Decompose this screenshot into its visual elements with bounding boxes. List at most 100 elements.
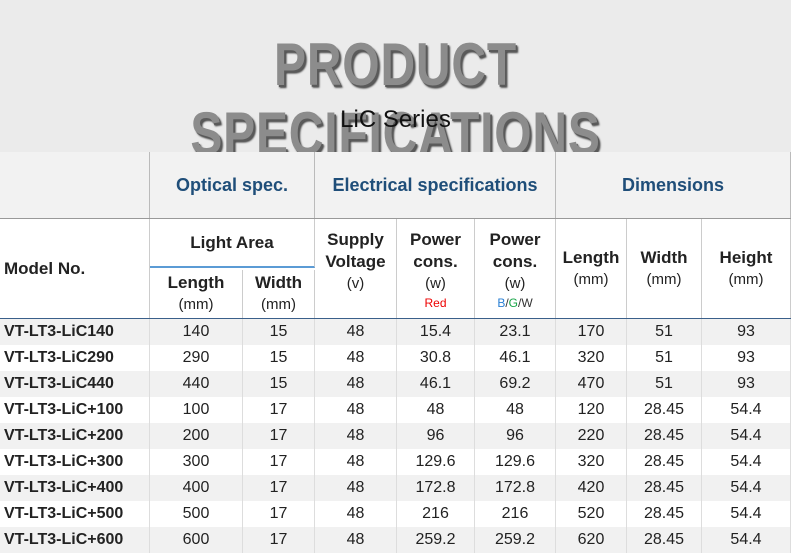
value-cell: 28.45: [627, 501, 702, 527]
value-cell: 96: [475, 423, 556, 449]
color-letter: G: [508, 296, 519, 310]
value-cell: 600: [150, 527, 243, 553]
value-cell: 172.8: [475, 475, 556, 501]
value-cell: 48: [397, 397, 475, 423]
color-note: B/G/W: [497, 295, 532, 311]
value-cell: 17: [243, 475, 315, 501]
header-line: (w): [425, 275, 446, 292]
value-cell: 48: [315, 527, 397, 553]
header-line: (mm): [178, 296, 214, 313]
header-line: (w): [504, 275, 526, 292]
title-band: PRODUCT SPECIFICATIONS LiC Series: [0, 0, 791, 167]
value-cell: 170: [556, 319, 627, 345]
model-cell: VT-LT3-LiC+100: [0, 397, 150, 423]
value-cell: 48: [315, 423, 397, 449]
title: PRODUCT SPECIFICATIONS: [190, 31, 601, 167]
value-cell: 54.4: [702, 397, 791, 423]
column-header: Length (mm): [556, 219, 627, 318]
value-cell: 51: [627, 371, 702, 397]
value-cell: 46.1: [397, 371, 475, 397]
header-line: (mm): [646, 270, 682, 288]
model-cell: VT-LT3-LiC+300: [0, 449, 150, 475]
value-cell: 48: [315, 475, 397, 501]
value-cell: 46.1: [475, 345, 556, 371]
value-cell: 28.45: [627, 449, 702, 475]
value-cell: 320: [556, 345, 627, 371]
value-cell: 48: [315, 371, 397, 397]
header-line: (mm): [728, 270, 764, 288]
value-cell: 17: [243, 527, 315, 553]
model-cell: VT-LT3-LiC440: [0, 371, 150, 397]
header-line: (mm): [261, 296, 296, 313]
model-cell: VT-LT3-LiC+600: [0, 527, 150, 553]
value-cell: 300: [150, 449, 243, 475]
value-cell: 69.2: [475, 371, 556, 397]
color-letter: B: [497, 296, 506, 310]
group-header: Optical spec.: [150, 152, 315, 218]
value-cell: 140: [150, 319, 243, 345]
value-cell: 54.4: [702, 423, 791, 449]
value-cell: 259.2: [397, 527, 475, 553]
value-cell: 30.8: [397, 345, 475, 371]
column-header: Width (mm): [243, 270, 315, 318]
value-cell: 17: [243, 397, 315, 423]
header-line: cons.: [492, 252, 538, 271]
column-header: Power cons. (w) Red: [397, 219, 475, 318]
value-cell: 17: [243, 449, 315, 475]
header-line: (mm): [573, 270, 609, 288]
model-cell: VT-LT3-LiC+500: [0, 501, 150, 527]
value-cell: 259.2: [475, 527, 556, 553]
value-cell: 220: [556, 423, 627, 449]
value-cell: 54.4: [702, 475, 791, 501]
value-cell: 120: [556, 397, 627, 423]
value-cell: 28.45: [627, 527, 702, 553]
header-line: (v): [346, 275, 365, 292]
value-cell: 17: [243, 423, 315, 449]
value-cell: 93: [702, 345, 791, 371]
value-cell: 216: [475, 501, 556, 527]
value-cell: 51: [627, 345, 702, 371]
value-cell: 15: [243, 345, 315, 371]
value-cell: 129.6: [475, 449, 556, 475]
value-cell: 100: [150, 397, 243, 423]
value-cell: 172.8: [397, 475, 475, 501]
value-cell: 54.4: [702, 527, 791, 553]
value-cell: 320: [556, 449, 627, 475]
model-cell: VT-LT3-LiC290: [0, 345, 150, 371]
color-letter: /: [518, 296, 522, 310]
value-cell: 93: [702, 319, 791, 345]
value-cell: 96: [397, 423, 475, 449]
value-cell: 15.4: [397, 319, 475, 345]
value-cell: 48: [315, 501, 397, 527]
value-cell: 200: [150, 423, 243, 449]
header-line: Length: [167, 273, 225, 292]
color-note: Red: [424, 296, 447, 310]
light-area-header: Light Area: [150, 219, 315, 268]
value-cell: 290: [150, 345, 243, 371]
value-cell: 54.4: [702, 501, 791, 527]
value-cell: 48: [315, 397, 397, 423]
header-line: Length: [562, 247, 620, 267]
value-cell: 51: [627, 319, 702, 345]
header-line: Width: [254, 273, 303, 292]
subtitle: LiC Series: [340, 106, 451, 133]
value-cell: 93: [702, 371, 791, 397]
model-header: Model No.: [0, 219, 150, 318]
value-cell: 48: [475, 397, 556, 423]
header-line: Supply: [327, 230, 384, 249]
value-cell: 15: [243, 319, 315, 345]
value-cell: 23.1: [475, 319, 556, 345]
value-cell: 500: [150, 501, 243, 527]
model-cell: VT-LT3-LiC+200: [0, 423, 150, 449]
value-cell: 28.45: [627, 423, 702, 449]
header-line: cons.: [413, 252, 458, 271]
model-cell: VT-LT3-LiC+400: [0, 475, 150, 501]
group-header: Electrical specifications: [315, 152, 556, 218]
divider: [0, 318, 791, 319]
value-cell: 28.45: [627, 397, 702, 423]
column-header: Height (mm): [702, 219, 791, 318]
value-cell: 216: [397, 501, 475, 527]
header-line: Height: [719, 247, 773, 267]
value-cell: 129.6: [397, 449, 475, 475]
value-cell: 15: [243, 371, 315, 397]
